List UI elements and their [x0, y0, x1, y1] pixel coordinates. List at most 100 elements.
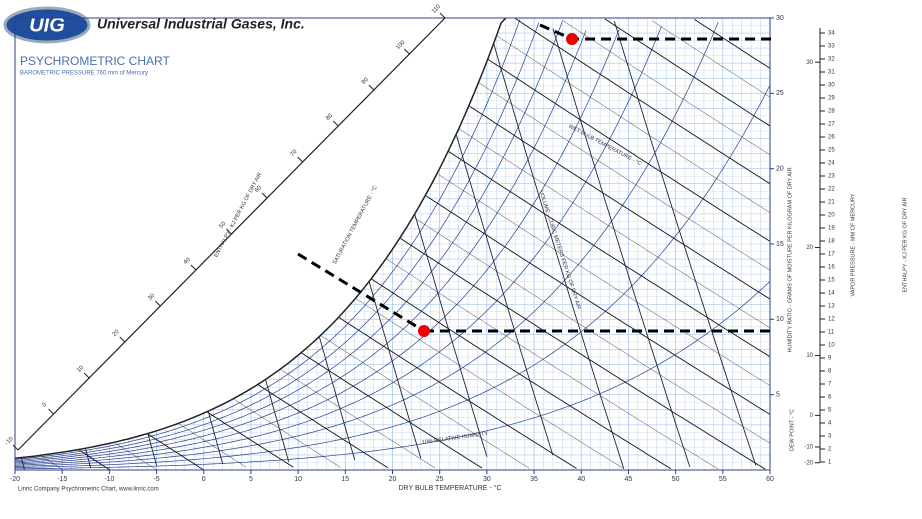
enthalpy-tick-label: 10	[76, 364, 85, 373]
x-tick-label: 45	[625, 476, 633, 483]
enthalpy-line	[514, 18, 770, 185]
enthalpy-tick-label: 100	[395, 39, 407, 51]
vapor-tick-label: 25	[828, 148, 835, 154]
x-tick-label: 55	[719, 476, 727, 483]
rh-curve	[15, 26, 662, 466]
x-tick-label: 35	[530, 476, 538, 483]
vapor-tick-label: 34	[828, 31, 835, 37]
vapor-tick-label: 6	[828, 395, 832, 401]
enthalpy-tick-label: -10	[4, 436, 15, 447]
enthalpy-tick	[439, 12, 446, 19]
vapor-tick-label: 8	[828, 369, 832, 375]
rh-curve	[15, 84, 770, 469]
enthalpy-tick-label: 70	[290, 148, 299, 157]
enthalpy-tick	[368, 84, 375, 91]
volume-line	[297, 27, 422, 459]
vapor-tick-label: 2	[828, 447, 832, 453]
vapor-tick-label: 1	[828, 460, 832, 466]
dew-tick-label: 20	[806, 245, 813, 251]
logo-oval	[3, 6, 91, 44]
volume-line	[170, 26, 290, 462]
vapor-tick-label: 10	[828, 343, 835, 349]
volume-line	[42, 26, 158, 466]
state-point	[566, 33, 578, 45]
vapor-tick-label: 33	[828, 44, 835, 50]
vapor-tick-label: 15	[828, 278, 835, 284]
vapor-tick-label: 18	[828, 239, 835, 245]
x-tick-label: 60	[766, 476, 774, 483]
enthalpy-line	[604, 18, 770, 127]
vapor-tick-label: 19	[828, 226, 835, 232]
volume-label: VOLUME - CUBIC METERS PER KG OF DRY AIR	[537, 190, 581, 310]
enthalpy-tick-label: 110	[431, 3, 442, 14]
state-point	[418, 325, 430, 337]
enthalpy-line	[15, 255, 341, 468]
rh-curve	[15, 30, 587, 464]
rh-curve	[15, 281, 770, 470]
enthalpy-tick-label: 20	[112, 328, 121, 337]
vapor-tick-label: 12	[828, 317, 835, 323]
dew-tick-label: -10	[804, 445, 813, 451]
enthalpy-label-right: ENTHALPY - KJ PER KG OF DRY AIR	[902, 197, 908, 292]
vapor-tick-label: 26	[828, 135, 835, 141]
x-tick-label: -20	[10, 476, 20, 483]
rh-curve	[15, 22, 540, 462]
vapor-tick-label: 14	[828, 291, 835, 297]
x-tick-label: -10	[104, 476, 114, 483]
volume-line	[231, 18, 356, 461]
enthalpy-tick	[332, 120, 339, 127]
enthalpy-line	[651, 20, 770, 98]
vapor-label: VAPOR PRESSURE - MM OF MERCURY	[850, 193, 856, 296]
enthalpy-tick	[226, 228, 232, 235]
enthalpy-tick	[119, 336, 126, 343]
vapor-tick-label: 30	[828, 83, 835, 89]
vapor-tick-label: 11	[828, 330, 835, 336]
volume-line	[613, 20, 757, 466]
volume-line	[108, 35, 224, 464]
y-tick-label: 20	[776, 166, 784, 173]
x-tick-label: -5	[153, 476, 159, 483]
enthalpy-tick	[48, 408, 54, 415]
x-axis-label: DRY BULB TEMPERATURE - °C	[398, 484, 501, 492]
x-tick-label: 40	[577, 476, 585, 483]
volume-line	[552, 28, 691, 468]
enthalpy-tick	[154, 300, 161, 307]
vapor-tick-label: 31	[828, 70, 835, 76]
vapor-tick-label: 7	[828, 382, 832, 388]
dew-label: DEW POINT - °C	[789, 409, 795, 451]
company: Universal Industrial Gases, Inc.	[97, 16, 305, 32]
rh-label: 10% RELATIVE HUMIDITY	[422, 431, 489, 446]
x-tick-label: 25	[436, 476, 444, 483]
vapor-tick-label: 32	[828, 57, 835, 63]
enthalpy-tick	[297, 156, 304, 163]
enthalpy-tick	[83, 372, 90, 379]
vapor-tick-label: 3	[828, 434, 832, 440]
enthalpy-tick	[404, 48, 410, 55]
dew-tick-label: 30	[806, 60, 813, 66]
vapor-tick-label: 13	[828, 304, 835, 310]
saturation-curve	[14, 17, 507, 460]
enthalpy-line	[694, 19, 770, 69]
enthalpy-tick-label: 90	[361, 76, 370, 85]
enthalpy-line	[250, 19, 770, 358]
enthalpy-tick-label: 50	[218, 220, 227, 229]
x-tick-label: 30	[483, 476, 491, 483]
vapor-tick-label: 20	[828, 213, 835, 219]
enthalpy-label: ENTHALPY - KJ PER KG OF DRY AIR	[213, 172, 263, 259]
enthalpy-line	[15, 71, 624, 469]
x-tick-label: 5	[249, 476, 253, 483]
enthalpy-tick-label: 0	[42, 402, 49, 409]
enthalpy-tick	[261, 192, 268, 199]
vapor-tick-label: 17	[828, 252, 835, 258]
rh-curve	[15, 19, 521, 460]
wet-bulb-label: WET BULB TEMPERATURE - °C	[567, 124, 642, 168]
logo: UIG	[29, 14, 65, 36]
y-tick-label: 15	[776, 241, 784, 248]
vapor-tick-label: 5	[828, 408, 832, 414]
x-tick-label: 0	[202, 476, 206, 483]
x-tick-label: -15	[57, 476, 67, 483]
dew-tick-label: -20	[804, 460, 813, 466]
enthalpy-line	[472, 19, 770, 213]
rh-curve	[15, 21, 563, 463]
